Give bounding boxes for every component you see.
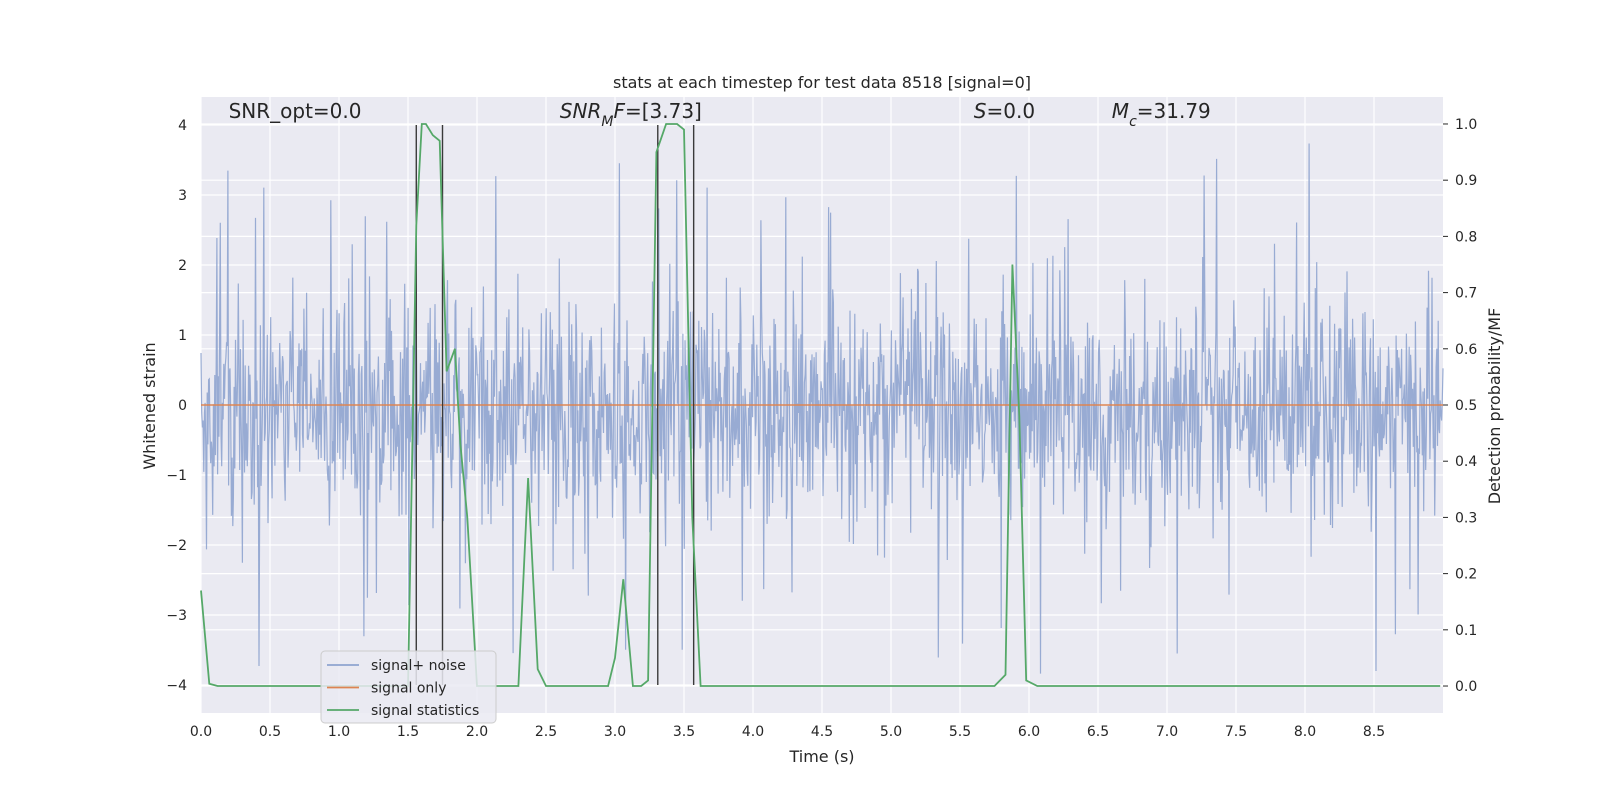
x-tick-label: 4.0 xyxy=(742,724,764,740)
x-tick-label: 3.5 xyxy=(673,724,695,740)
annotation-mc: Mc=31.79 xyxy=(1112,99,1211,130)
axis-ticks: 0.0 0.5 1.0 1.5 2.0 2.5 3.0 3.5 4.0 4.5 5.0 5.5 6.0 6… xyxy=(166,117,1477,740)
annotation-snr-opt: SNR_opt=0.0 xyxy=(229,99,362,123)
legend: signal+ noise signal only signal statistic… xyxy=(320,650,497,724)
x-tick-label: 0.5 xyxy=(259,724,281,740)
y-right-tick-label: 0.2 xyxy=(1455,567,1477,583)
legend-box xyxy=(320,650,497,724)
y-right-tick-label: 1.0 xyxy=(1455,117,1477,133)
series-signal-noise xyxy=(200,143,1444,674)
y-right-tick-label: 0.5 xyxy=(1455,398,1477,414)
y-tick-label: −4 xyxy=(166,678,187,694)
y-tick-label: 3 xyxy=(178,188,187,204)
y-tick-label: −1 xyxy=(166,468,187,484)
x-tick-label: 8.5 xyxy=(1363,724,1385,740)
x-tick-label: 1.5 xyxy=(397,724,419,740)
y-right-tick-label: 0.7 xyxy=(1455,286,1477,302)
x-tick-label: 4.5 xyxy=(811,724,833,740)
x-tick-label: 6.5 xyxy=(1087,724,1109,740)
series-signal-statistics xyxy=(200,123,1441,687)
annotations: SNR_opt=0.0 SNRMF=[3.73] S=0.0 Mc=31.79 xyxy=(229,99,1211,130)
annotation-snr-mf: SNRMF=[3.73] xyxy=(560,99,702,130)
signal-statistics-line xyxy=(200,123,1441,687)
y-right-tick-label: 0.6 xyxy=(1455,342,1477,358)
x-tick-label: 5.5 xyxy=(949,724,971,740)
x-tick-label: 8.0 xyxy=(1294,724,1316,740)
y-right-tick-label: 0.4 xyxy=(1455,454,1477,470)
x-tick-label: 6.0 xyxy=(1018,724,1040,740)
x-tick-label: 7.0 xyxy=(1156,724,1178,740)
legend-entry: signal statistics xyxy=(371,703,479,719)
x-tick-label: 7.5 xyxy=(1225,724,1247,740)
x-tick-label: 0.0 xyxy=(190,724,212,740)
noise-line xyxy=(200,143,1444,674)
y-right-tick-label: 0.9 xyxy=(1455,173,1477,189)
y-tick-label: 0 xyxy=(178,398,187,414)
y-right-tick-label: 0.8 xyxy=(1455,229,1477,245)
x-tick-label: 2.0 xyxy=(466,724,488,740)
y-tick-label: −2 xyxy=(166,538,187,554)
x-tick-label: 1.0 xyxy=(328,724,350,740)
legend-entry: signal+ noise xyxy=(371,658,466,674)
x-tick-label: 5.0 xyxy=(880,724,902,740)
chart-title: stats at each timestep for test data 851… xyxy=(613,73,1031,92)
y-axis-right-label: Detection probability/MF xyxy=(1485,308,1504,505)
y-right-tick-label: 0.3 xyxy=(1455,510,1477,526)
y-tick-label: 4 xyxy=(178,118,187,134)
y-right-tick-label: 0.1 xyxy=(1455,623,1477,639)
y-right-tick-label: 0.0 xyxy=(1455,679,1477,695)
x-tick-label: 2.5 xyxy=(535,724,557,740)
legend-entry: signal only xyxy=(371,681,446,697)
y-tick-label: 1 xyxy=(178,328,187,344)
annotation-s: S=0.0 xyxy=(974,99,1035,123)
x-axis-label: Time (s) xyxy=(788,747,854,766)
y-tick-label: −3 xyxy=(166,608,187,624)
x-tick-label: 3.0 xyxy=(604,724,626,740)
y-axis-label: Whitened strain xyxy=(140,342,159,469)
y-tick-label: 2 xyxy=(178,258,187,274)
